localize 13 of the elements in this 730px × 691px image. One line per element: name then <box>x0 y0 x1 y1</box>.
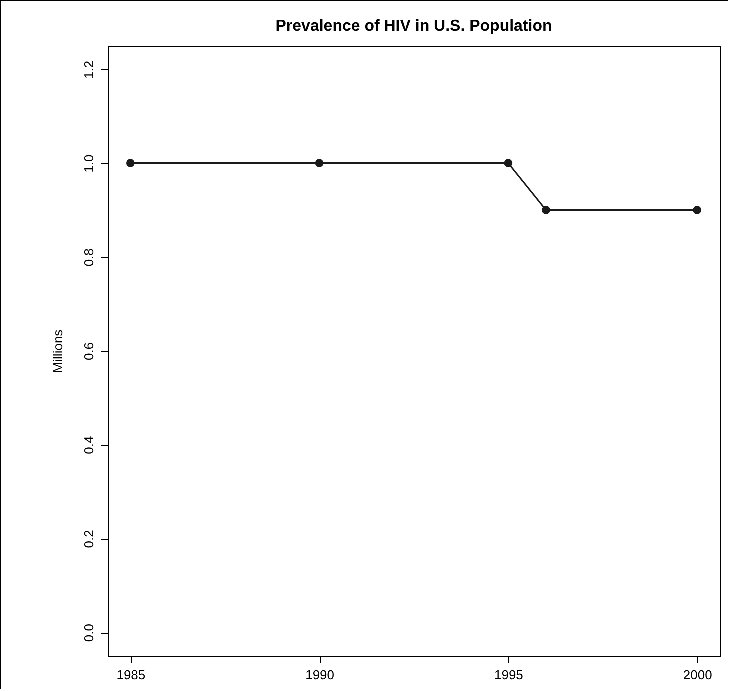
x-tick-label: 1995 <box>494 668 524 682</box>
x-tick-label: 1990 <box>306 668 335 682</box>
y-tick-label: 0.8 <box>82 248 96 267</box>
x-tick-label: 2000 <box>683 668 712 682</box>
y-tick-label: 1.0 <box>82 154 96 173</box>
y-axis-title: Millions <box>50 329 66 374</box>
x-tick-label: 1985 <box>116 668 146 682</box>
y-tick-label: 0.0 <box>82 624 96 642</box>
chart-title: Prevalence of HIV in U.S. Population <box>276 18 552 35</box>
y-tick-label: 0.2 <box>82 530 96 548</box>
y-tick-label: 1.2 <box>82 60 96 79</box>
y-tick-label: 0.6 <box>82 342 96 361</box>
y-tick-label: 0.4 <box>82 436 96 454</box>
